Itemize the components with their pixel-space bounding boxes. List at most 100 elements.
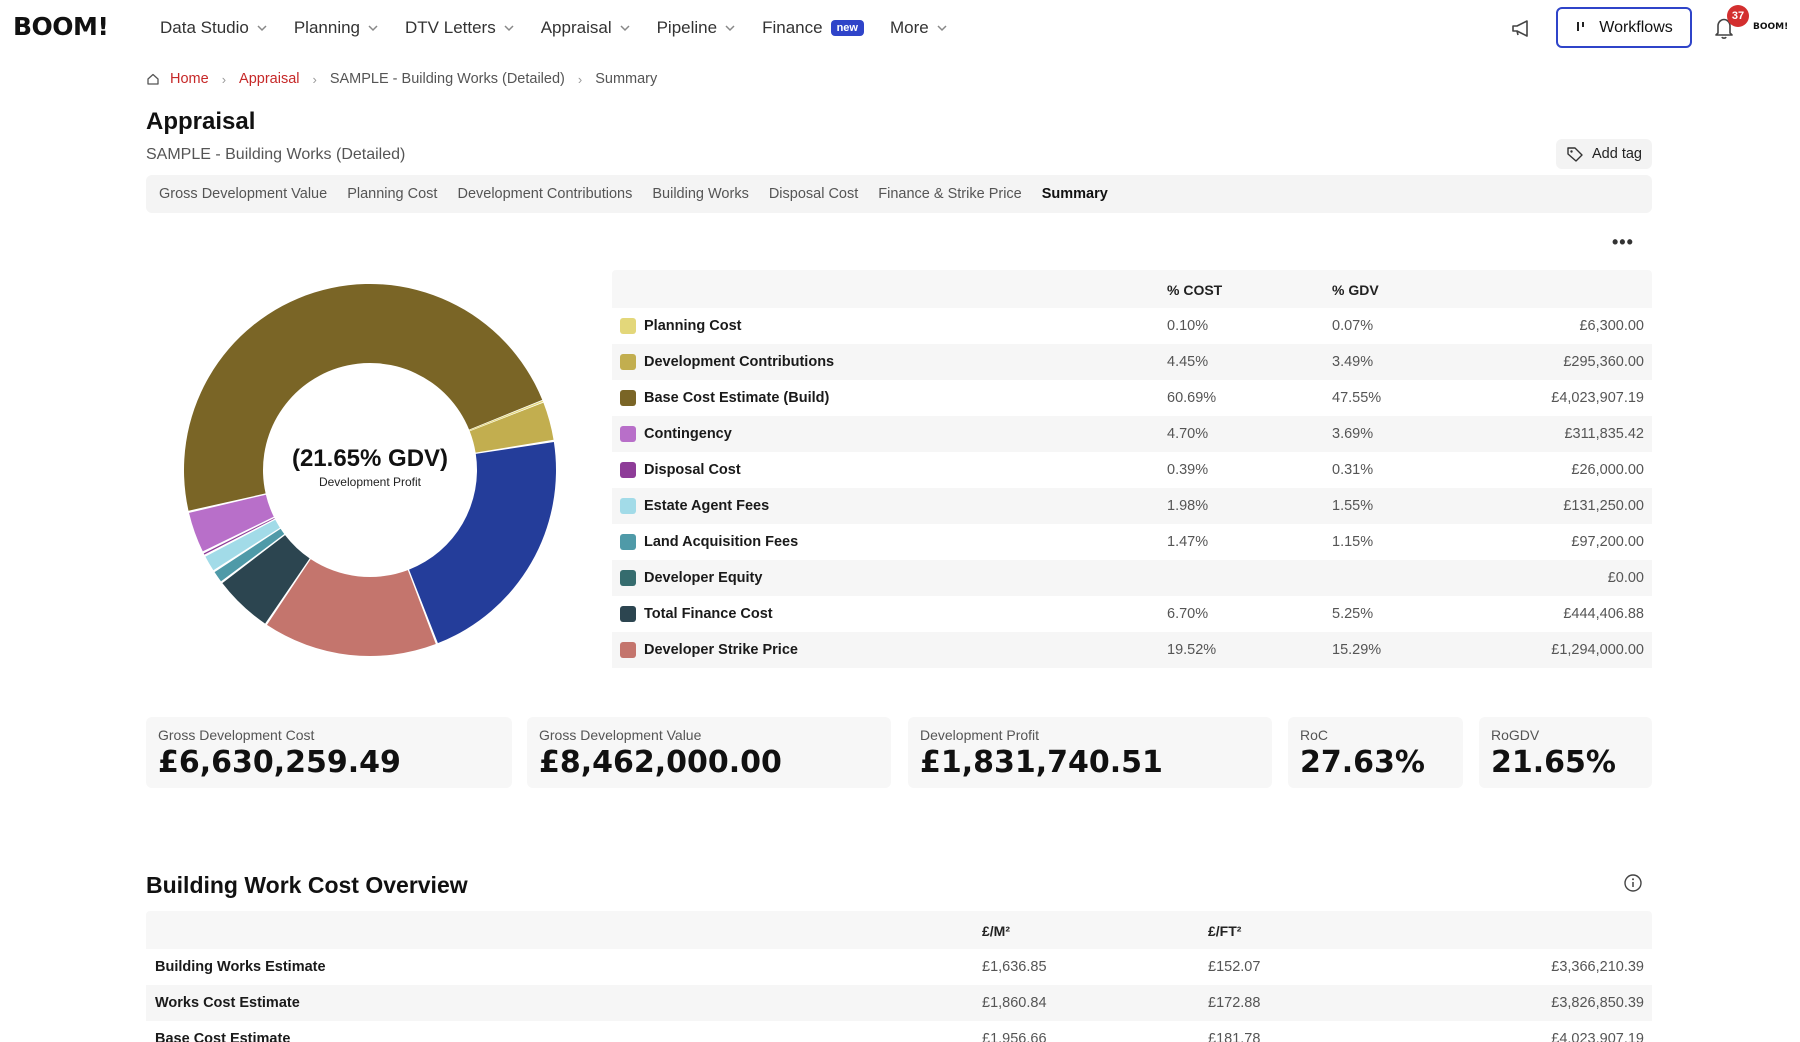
row-label: Estate Agent Fees bbox=[644, 498, 770, 514]
kpi-label: Gross Development Value bbox=[539, 727, 702, 743]
nav-item-dtv-letters[interactable]: DTV Letters bbox=[405, 18, 515, 38]
legend-swatch bbox=[620, 570, 636, 586]
table-row: Contingency 4.70% 3.69% £311,835.42 bbox=[612, 416, 1652, 452]
row-percent-gdv: 1.15% bbox=[1332, 534, 1374, 550]
breadcrumb-appraisal[interactable]: Appraisal bbox=[239, 71, 300, 87]
table-row: Works Cost Estimate £1,860.84 £172.88 £3,82… bbox=[146, 985, 1652, 1021]
info-icon[interactable] bbox=[1623, 873, 1643, 893]
row-amount: £0.00 bbox=[1607, 570, 1644, 586]
breadcrumb-project[interactable]: SAMPLE - Building Works (Detailed) bbox=[329, 71, 565, 87]
table-row: Developer Equity £0.00 bbox=[612, 560, 1652, 596]
header-per-ft2: £/FT² bbox=[1208, 923, 1242, 939]
workflows-label: Workflows bbox=[1599, 18, 1673, 36]
row-amount: £1,294,000.00 bbox=[1551, 642, 1644, 658]
row-percent-gdv: 5.25% bbox=[1332, 606, 1374, 622]
legend-swatch bbox=[620, 390, 636, 406]
table-row: Building Works Estimate £1,636.85 £152.07 £… bbox=[146, 949, 1652, 985]
home-icon bbox=[147, 73, 159, 85]
donut-slice-contingency[interactable] bbox=[189, 494, 274, 552]
nav-item-label: Data Studio bbox=[160, 18, 249, 37]
row-amount: £311,835.42 bbox=[1564, 426, 1644, 442]
nav-item-finance[interactable]: Finance new bbox=[762, 18, 864, 38]
donut-slice-estate-agent-fees[interactable] bbox=[205, 519, 280, 571]
nav-item-pipeline[interactable]: Pipeline bbox=[657, 18, 737, 38]
table-row: Planning Cost 0.10% 0.07% £6,300.00 bbox=[612, 308, 1652, 344]
donut-slice-base-cost-estimate-build[interactable] bbox=[183, 283, 543, 511]
table-header: £/M² £/FT² bbox=[146, 911, 1652, 949]
table-row: Base Cost Estimate (Build) 60.69% 47.55% £4… bbox=[612, 380, 1652, 416]
row-amount: £3,826,850.39 bbox=[1551, 995, 1644, 1011]
nav-item-label: Pipeline bbox=[656, 18, 718, 37]
donut-center-value: (21.65% GDV) bbox=[291, 445, 449, 472]
workflows-button[interactable]: Workflows bbox=[1556, 7, 1692, 48]
row-amount: £97,200.00 bbox=[1571, 534, 1644, 550]
tab-building-works[interactable]: Building Works bbox=[652, 186, 749, 202]
table-row: Total Finance Cost 6.70% 5.25% £444,406.88 bbox=[612, 596, 1652, 632]
table-row: Developer Strike Price 19.52% 15.29% £1,294… bbox=[612, 632, 1652, 668]
megaphone-icon[interactable] bbox=[1510, 17, 1534, 39]
new-badge: new bbox=[830, 20, 864, 36]
nav-menu: Data Studio Planning DTV Letters Apprais… bbox=[160, 0, 974, 56]
row-percent-gdv: 15.29% bbox=[1332, 642, 1382, 658]
nav-item-appraisal[interactable]: Appraisal bbox=[541, 18, 631, 38]
row-label: Base Cost Estimate bbox=[155, 1031, 291, 1042]
legend-swatch bbox=[620, 498, 636, 514]
row-label: Developer Equity bbox=[644, 570, 763, 586]
table-header: % COST % GDV bbox=[612, 270, 1652, 308]
nav-item-data-studio[interactable]: Data Studio bbox=[160, 18, 268, 38]
table-row: Disposal Cost 0.39% 0.31% £26,000.00 bbox=[612, 452, 1652, 488]
row-amount: £295,360.00 bbox=[1563, 354, 1644, 370]
nav-item-label: Planning bbox=[293, 18, 361, 37]
kpi-label: RoGDV bbox=[1491, 727, 1540, 743]
row-per-m2: £1,956.66 bbox=[982, 1031, 1047, 1042]
kpi-label: RoC bbox=[1300, 727, 1329, 743]
kpi-rogdv: RoGDV 21.65% bbox=[1479, 717, 1652, 788]
bell-icon[interactable] bbox=[1713, 16, 1735, 40]
donut-center-label: Development Profit bbox=[318, 475, 422, 489]
nav-item-label: DTV Letters bbox=[405, 18, 496, 37]
donut-slice-planning-cost[interactable] bbox=[469, 400, 544, 431]
boom-logo[interactable]: BOOM! bbox=[13, 12, 109, 41]
row-percent-cost: 60.69% bbox=[1167, 390, 1217, 406]
donut-slice-disposal-cost[interactable] bbox=[203, 517, 275, 555]
legend-swatch bbox=[620, 318, 636, 334]
nav-item-label: Finance bbox=[762, 18, 823, 37]
breadcrumb-home[interactable]: Home bbox=[170, 71, 209, 87]
nav-item-more[interactable]: More bbox=[890, 18, 948, 38]
tab-disposal-cost[interactable]: Disposal Cost bbox=[768, 186, 859, 202]
top-navigation: BOOM! Data Studio Planning DTV Letters A… bbox=[0, 0, 1800, 56]
building-work-table: £/M² £/FT² Building Works Estimate £1,636… bbox=[146, 911, 1652, 1042]
donut-slice-development-profit[interactable] bbox=[409, 442, 556, 644]
row-percent-gdv: 47.55% bbox=[1332, 390, 1382, 406]
development-cost-donut-chart bbox=[183, 283, 556, 656]
tab-finance-strike-price[interactable]: Finance & Strike Price bbox=[878, 186, 1022, 202]
table-row: Land Acquisition Fees 1.47% 1.15% £97,200.0… bbox=[612, 524, 1652, 560]
building-work-title: Building Work Cost Overview bbox=[146, 872, 468, 898]
legend-swatch bbox=[620, 426, 636, 442]
chevron-right-icon: › bbox=[577, 71, 583, 87]
row-label: Total Finance Cost bbox=[644, 606, 773, 622]
add-tag-button[interactable]: Add tag bbox=[1556, 139, 1652, 169]
kpi-value: 27.63% bbox=[1300, 745, 1425, 780]
tab-development-contributions[interactable]: Development Contributions bbox=[457, 186, 633, 202]
tab-gross-development-value[interactable]: Gross Development Value bbox=[159, 186, 328, 202]
row-amount: £26,000.00 bbox=[1571, 462, 1644, 478]
donut-slice-land-acquisition-fees[interactable] bbox=[214, 528, 285, 582]
donut-slice-developer-strike-price[interactable] bbox=[266, 559, 436, 656]
donut-slice-development-contributions[interactable] bbox=[469, 402, 554, 453]
row-amount: £6,300.00 bbox=[1579, 318, 1644, 334]
tab-planning-cost[interactable]: Planning Cost bbox=[347, 186, 438, 202]
more-options-icon[interactable]: ••• bbox=[1612, 232, 1634, 252]
tab-summary[interactable]: Summary bbox=[1041, 186, 1108, 202]
row-label: Disposal Cost bbox=[644, 462, 741, 478]
donut-slice-total-finance-cost[interactable] bbox=[222, 535, 310, 624]
nav-item-planning[interactable]: Planning bbox=[294, 18, 379, 38]
row-label: Land Acquisition Fees bbox=[644, 534, 799, 550]
header-percent-cost: % COST bbox=[1167, 282, 1223, 298]
user-avatar[interactable]: BOOM! bbox=[1753, 22, 1789, 32]
legend-swatch bbox=[620, 606, 636, 622]
chevron-down-icon bbox=[257, 25, 267, 32]
row-amount: £444,406.88 bbox=[1563, 606, 1644, 622]
row-amount: £4,023,907.19 bbox=[1551, 390, 1644, 406]
row-percent-cost: 0.10% bbox=[1167, 318, 1209, 334]
